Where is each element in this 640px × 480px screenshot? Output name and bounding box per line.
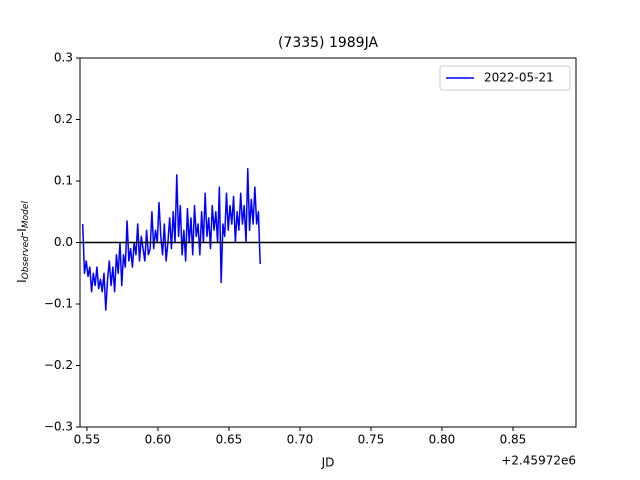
plot-frame [79,57,577,428]
y-tick-label: 0.1 [54,174,73,188]
y-tick-label: 0.3 [54,51,73,65]
y-label-part: I [15,279,29,283]
legend-label: 2022-05-21 [484,71,554,85]
chart-title: (7335) 1989JA [278,35,379,51]
y-tick-label: 0.0 [54,235,73,249]
y-tick-label: −0.1 [44,297,73,311]
x-tick-label: 0.70 [287,433,314,447]
x-tick-label: 0.55 [74,433,101,447]
x-offset-label: +2.45972e6 [501,454,576,468]
x-tick-label: 0.60 [145,433,172,447]
y-label-part: Model [21,201,31,229]
legend-box [439,65,571,91]
y-axis-label: IObserved-IModel [15,201,31,283]
x-tick-label: 0.75 [358,433,385,447]
x-tick-label: 0.65 [216,433,243,447]
y-tick-label: −0.2 [44,358,73,372]
y-tick-label: 0.2 [54,112,73,126]
data-line [81,167,261,311]
x-axis-label: JD [321,456,335,470]
x-tick-label: 0.85 [500,433,527,447]
y-label-part: -I [15,228,29,236]
y-label-part: Observed [21,236,31,280]
y-tick-label: −0.3 [44,420,73,434]
x-tick-label: 0.80 [429,433,456,447]
